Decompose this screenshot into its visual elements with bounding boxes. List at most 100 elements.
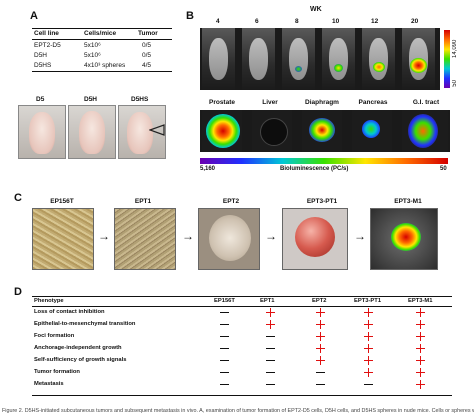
colorbar-right-value: 50 — [440, 166, 447, 172]
week-label: 4 — [216, 18, 220, 25]
organ-label-prostate: Prostate — [208, 99, 235, 106]
negative-dash-icon — [266, 348, 275, 349]
phenotype-row-label: Loss of contact inhibition — [34, 309, 105, 315]
positive-plus-icon — [416, 308, 425, 317]
negative-dash-icon — [316, 384, 325, 385]
tumor-arrow-icon — [149, 124, 165, 136]
week-label: 20 — [411, 18, 419, 25]
organ-image-strip — [200, 110, 450, 152]
micrograph-ept2 — [198, 208, 260, 270]
stage-label-ep156t: EP156T — [50, 198, 74, 205]
panel-a-label: A — [30, 10, 38, 22]
mouse-photo-d5h — [68, 105, 116, 159]
week-label: 6 — [255, 18, 259, 25]
negative-dash-icon — [220, 360, 229, 361]
mouse-label-d5h: D5H — [84, 96, 98, 103]
row-cells: 5x10⁶ — [84, 52, 101, 59]
positive-plus-icon — [316, 308, 325, 317]
colorbar-left-value: 5,160 — [200, 166, 216, 172]
micrograph-ept1 — [114, 208, 176, 270]
positive-plus-icon — [266, 308, 275, 317]
mouse-image-week — [282, 28, 315, 90]
negative-dash-icon — [220, 324, 229, 325]
negative-dash-icon — [266, 372, 275, 373]
negative-dash-icon — [220, 312, 229, 313]
weeks-title: WK — [310, 6, 322, 13]
negative-dash-icon — [266, 384, 275, 385]
organ-image-liver — [252, 110, 292, 152]
positive-plus-icon — [364, 344, 373, 353]
phenotype-row-label: Epithelial-to-mesenchymal transition — [34, 321, 136, 327]
phenotype-row-label: Foci formation — [34, 333, 75, 339]
organ-label-diaphragm: Diaphragm — [305, 99, 339, 106]
micrograph-ep156t — [32, 208, 94, 270]
positive-plus-icon — [266, 320, 275, 329]
stage-label-ept1: EPT1 — [134, 198, 152, 205]
positive-plus-icon — [416, 332, 425, 341]
row-cell-line: D5H — [34, 52, 48, 59]
arrow-icon: → — [354, 229, 366, 243]
phenotype-row-label: Self-sufficiency of growth signals — [34, 357, 127, 363]
phenotype-row-label: Metastasis — [34, 381, 64, 387]
mouse-image-week — [202, 28, 235, 90]
positive-plus-icon — [364, 332, 373, 341]
phenotype-row-label: Anchorage-independent growth — [34, 345, 122, 351]
negative-dash-icon — [220, 372, 229, 373]
positive-plus-icon — [316, 356, 325, 365]
positive-plus-icon — [416, 380, 425, 389]
row-tumor: 0/5 — [142, 52, 152, 59]
organ-image-diaphragm — [302, 110, 342, 152]
positive-plus-icon — [364, 356, 373, 365]
colorbar-max: 14,090 — [452, 39, 458, 58]
positive-plus-icon — [416, 320, 425, 329]
col-header-tumor: Tumor — [138, 30, 158, 37]
organ-label-gi-tract: G.I. tract — [412, 99, 440, 106]
figure-caption: Figure 2. D5HS-initiated subcutaneous tu… — [2, 408, 474, 414]
mouse-image-week — [362, 28, 395, 90]
week-label: 10 — [332, 18, 340, 25]
stage-label-ept3-m1: EPT3-M1 — [394, 198, 422, 205]
col-header-ept2: EPT2 — [312, 298, 327, 304]
mouse-photo-d5hs — [118, 105, 166, 159]
mouse-image-week — [322, 28, 355, 90]
week-label: 12 — [371, 18, 379, 25]
arrow-icon: → — [182, 229, 194, 243]
negative-dash-icon — [220, 336, 229, 337]
col-header-cell-line: Cell line — [34, 30, 59, 37]
colorbar-min: 50 — [452, 80, 458, 87]
negative-dash-icon — [266, 336, 275, 337]
mouse-image-week — [402, 28, 435, 90]
positive-plus-icon — [316, 332, 325, 341]
week-label: 8 — [295, 18, 299, 25]
positive-plus-icon — [416, 368, 425, 377]
organ-image-gi-tract — [402, 110, 448, 152]
phenotype-table: Phenotype EP156T EPT1 EPT2 EPT3-PT1 EPT3… — [32, 296, 452, 396]
positive-plus-icon — [316, 320, 325, 329]
row-tumor: 4/5 — [142, 62, 152, 69]
row-cell-line: EPT2-D5 — [34, 42, 61, 49]
positive-plus-icon — [364, 368, 373, 377]
negative-dash-icon — [220, 384, 229, 385]
imaging-ept3-m1 — [370, 208, 438, 270]
col-header-cells-mice: Cells/mice — [84, 30, 117, 37]
panel-d-label: D — [14, 286, 22, 298]
panel-c-label: C — [14, 192, 22, 204]
positive-plus-icon — [416, 356, 425, 365]
organ-image-prostate — [202, 110, 242, 152]
organ-image-pancreas — [352, 110, 392, 152]
col-header-ept1: EPT1 — [260, 298, 275, 304]
negative-dash-icon — [220, 348, 229, 349]
bioluminescence-colorbar — [200, 158, 448, 164]
positive-plus-icon — [316, 344, 325, 353]
mouse-label-d5: D5 — [36, 96, 45, 103]
col-header-phenotype: Phenotype — [34, 298, 64, 304]
photo-ept3-pt1-tumor — [282, 208, 348, 270]
col-header-ept3-pt1: EPT3-PT1 — [354, 298, 382, 304]
mouse-label-d5hs: D5HS — [131, 96, 149, 103]
bioluminescence-week-strip — [200, 28, 440, 90]
mouse-photo-d5 — [18, 105, 66, 159]
row-cells: 4x10³ spheres — [84, 62, 126, 69]
positive-plus-icon — [364, 320, 373, 329]
negative-dash-icon — [316, 372, 325, 373]
arrow-icon: → — [265, 229, 277, 243]
